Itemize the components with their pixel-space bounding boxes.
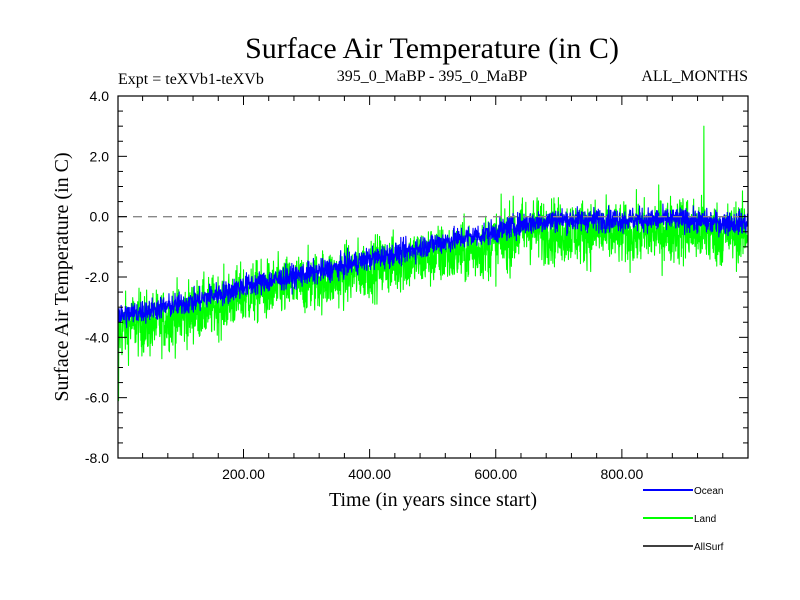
months-label: ALL_MONTHS [641, 68, 748, 85]
series-layer [118, 125, 748, 402]
period-label: 395_0_MaBP - 395_0_MaBP [337, 68, 528, 85]
y-tick-label: -6.0 [85, 390, 109, 406]
y-tick-label: 0.0 [90, 209, 110, 225]
y-tick-label: 2.0 [90, 148, 110, 164]
legend-label-ocean: Ocean [694, 486, 723, 497]
x-tick-label: 800.00 [600, 466, 643, 482]
x-tick-labels: 200.00 400.00 600.00 800.00 [222, 466, 643, 482]
y-tick-labels: -8.0 -6.0 -4.0 -2.0 0.0 2.0 4.0 [85, 88, 109, 466]
legend: Ocean Land AllSurf [643, 486, 724, 553]
x-axis-title: Time (in years since start) [329, 489, 537, 511]
series-line-ocean [118, 203, 748, 329]
y-tick-label: -2.0 [85, 269, 109, 285]
x-tick-label: 400.00 [348, 466, 391, 482]
legend-label-land: Land [694, 514, 716, 525]
y-tick-label: -4.0 [85, 329, 109, 345]
x-tick-label: 200.00 [222, 466, 265, 482]
legend-label-allsurf: AllSurf [694, 542, 724, 553]
y-axis-title: Surface Air Temperature (in C) [51, 152, 73, 401]
experiment-label: Expt = teXVb1-teXVb [118, 71, 264, 88]
y-tick-label: 4.0 [90, 88, 110, 104]
ticks-layer [118, 95, 748, 459]
y-tick-label: -8.0 [85, 450, 109, 466]
x-tick-label: 600.00 [474, 466, 517, 482]
chart-title: Surface Air Temperature (in C) [245, 32, 619, 65]
